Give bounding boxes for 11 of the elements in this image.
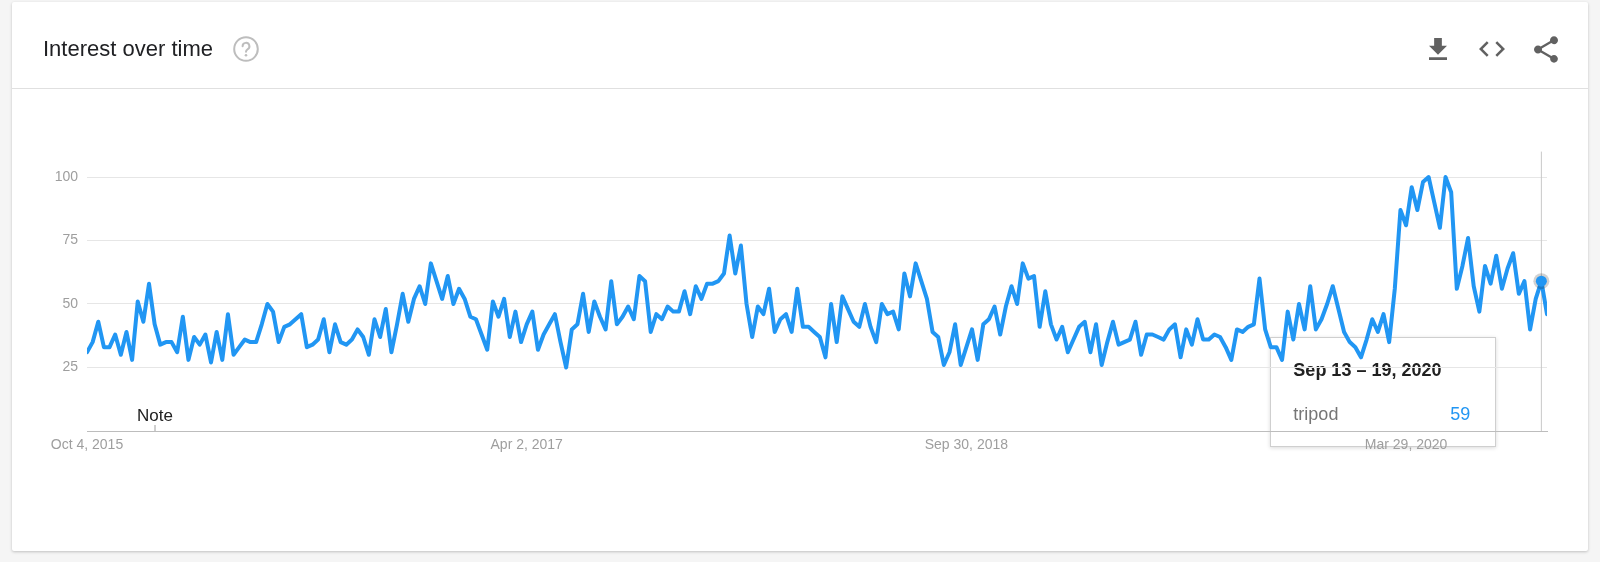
x-tick-label: Sep 30, 2018 xyxy=(924,436,1009,453)
x-tick-label: Mar 29, 2020 xyxy=(1364,436,1448,453)
x-tick-label: Oct 4, 2015 xyxy=(50,436,124,453)
y-tick-label: 75 xyxy=(62,231,79,248)
annotation: Note xyxy=(137,406,173,425)
x-tick-label: Apr 2, 2017 xyxy=(490,436,564,453)
y-tick-label: 50 xyxy=(62,294,79,311)
chart-title: Interest over time xyxy=(43,36,213,61)
y-tick-label: 25 xyxy=(62,358,79,375)
annotation: 59 xyxy=(1450,403,1471,426)
y-tick-label: 100 xyxy=(54,167,79,184)
